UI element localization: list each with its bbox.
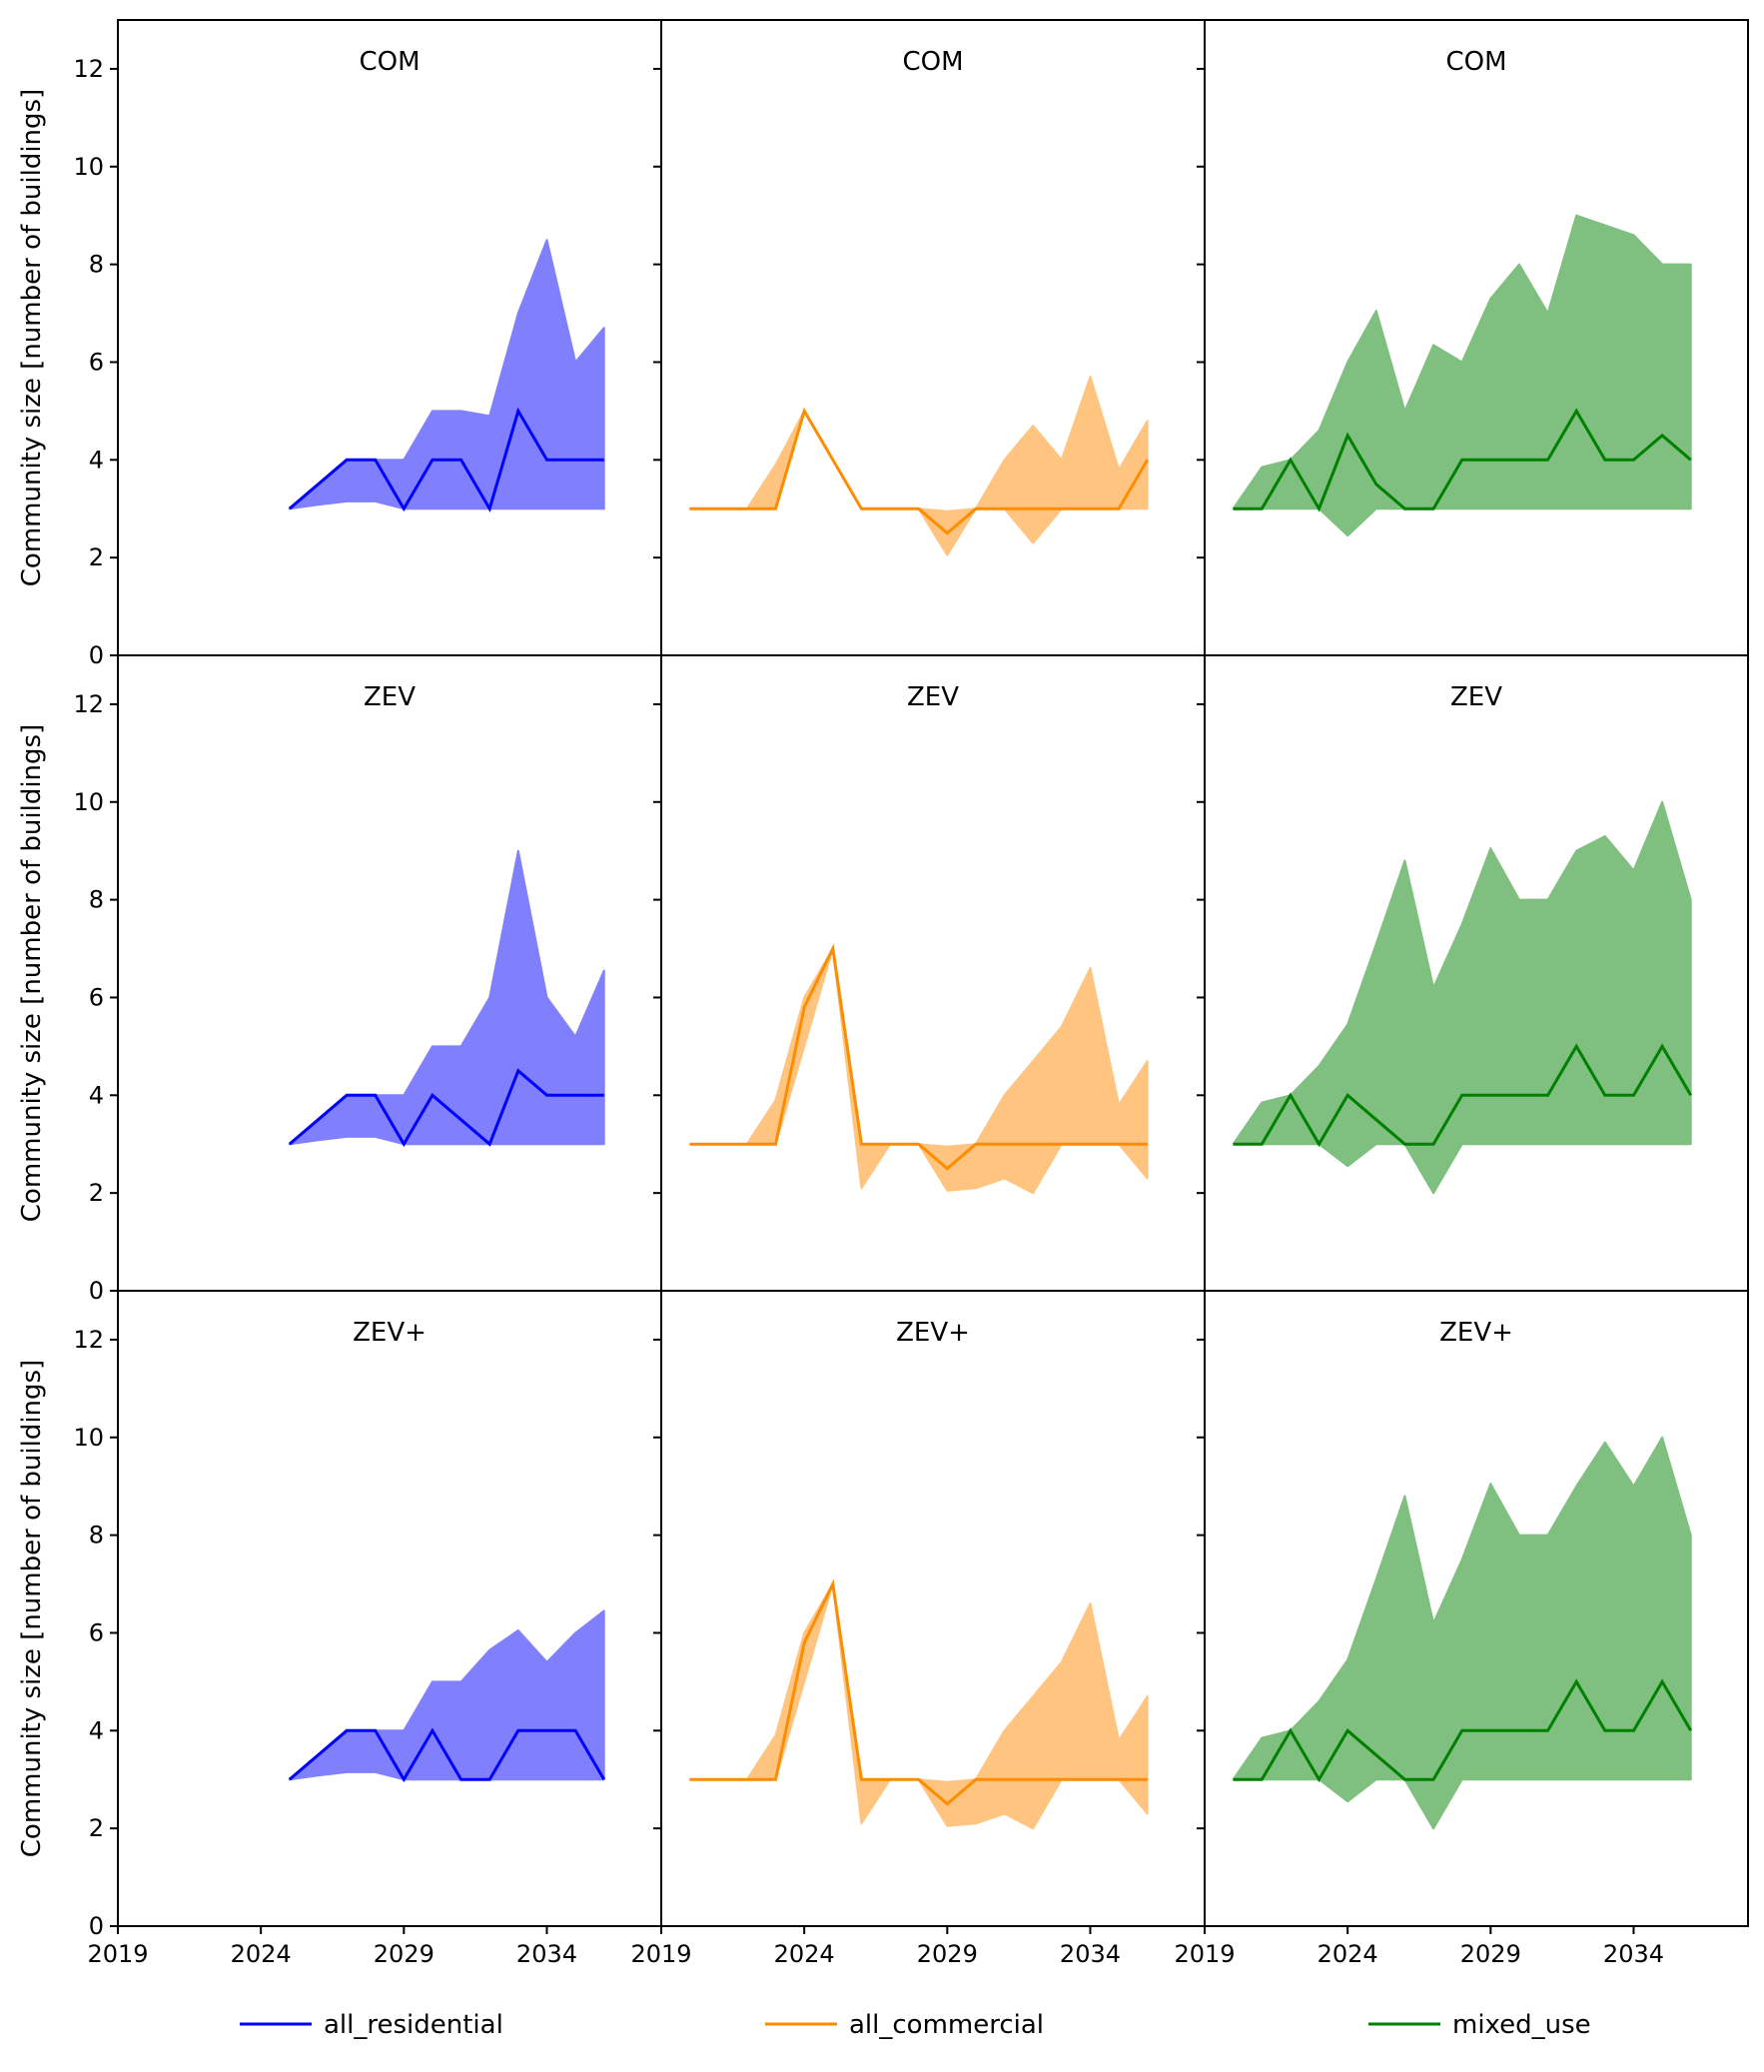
x-tick-label: 2019 bbox=[630, 1940, 691, 1968]
legend-label: all_residential bbox=[324, 2010, 503, 2040]
panel-title: COM bbox=[1445, 47, 1506, 77]
x-tick-label: 2019 bbox=[1174, 1940, 1235, 1968]
panel-title: ZEV+ bbox=[1439, 1318, 1513, 1348]
y-tick-label: 12 bbox=[73, 1326, 104, 1354]
band-area bbox=[1232, 800, 1692, 1195]
y-tick-label: 8 bbox=[89, 251, 104, 279]
axes-frame bbox=[1204, 1290, 1749, 1927]
panel-title: ZEV bbox=[907, 682, 959, 712]
y-tick-label: 0 bbox=[89, 1277, 104, 1305]
y-tick-label: 8 bbox=[89, 886, 104, 914]
panel-title: ZEV bbox=[364, 682, 416, 712]
median-line bbox=[689, 407, 1149, 535]
panel-4: ZEV 0 2 4 6 8 10 12 Community size [number of bu… bbox=[17, 654, 662, 1305]
y-tick-label: 8 bbox=[89, 1522, 104, 1550]
x-tick-label: 2024 bbox=[1318, 1940, 1378, 1968]
band-area bbox=[288, 239, 605, 511]
y-tick-label: 6 bbox=[89, 1618, 104, 1646]
panel-title: COM bbox=[359, 47, 420, 77]
y-tick-label: 0 bbox=[89, 1912, 104, 1940]
band-area bbox=[1232, 214, 1692, 537]
legend-label: all_commercial bbox=[849, 2010, 1044, 2040]
panel-6: ZEV bbox=[1197, 654, 1749, 1292]
y-tick-label: 6 bbox=[89, 983, 104, 1011]
panel-title: ZEV+ bbox=[896, 1318, 970, 1348]
legend-label: mixed_use bbox=[1452, 2010, 1591, 2040]
median-line bbox=[689, 943, 1148, 1171]
y-tick-label: 10 bbox=[73, 788, 104, 816]
median-line bbox=[689, 1578, 1148, 1806]
panel-title: COM bbox=[902, 47, 963, 77]
y-axis-label: Community size [number of buildings] bbox=[17, 89, 47, 586]
band-area bbox=[688, 376, 1149, 556]
y-tick-label: 12 bbox=[73, 690, 104, 718]
median-line bbox=[1233, 408, 1692, 513]
y-tick-label: 10 bbox=[73, 1424, 104, 1452]
axes-frame bbox=[117, 654, 662, 1292]
legend: all_residential all_commercial mixed_use bbox=[240, 2010, 1591, 2040]
legend-entry-mixed_use: mixed_use bbox=[1368, 2010, 1591, 2040]
panel-5: ZEV bbox=[653, 654, 1206, 1292]
x-tick-label: 2029 bbox=[374, 1940, 435, 1968]
y-tick-label: 2 bbox=[89, 1179, 104, 1207]
y-tick-label: 6 bbox=[89, 348, 104, 376]
band-area bbox=[288, 1609, 605, 1781]
axes-frame bbox=[117, 19, 662, 656]
panel-title: ZEV+ bbox=[353, 1318, 427, 1348]
y-tick-label: 12 bbox=[73, 55, 104, 83]
band-area bbox=[688, 947, 1149, 1195]
axes-frame bbox=[660, 1290, 1206, 1927]
y-tick-label: 4 bbox=[89, 1716, 104, 1744]
y-tick-label: 2 bbox=[89, 1814, 104, 1842]
band-area bbox=[688, 1582, 1149, 1830]
x-tick-label: 2034 bbox=[1060, 1940, 1121, 1968]
x-tick-label: 2034 bbox=[1603, 1940, 1664, 1968]
y-axis-label: Community size [number of buildings] bbox=[17, 724, 47, 1222]
band-area bbox=[288, 849, 605, 1146]
x-tick-label: 2024 bbox=[774, 1940, 835, 1968]
x-tick-label: 2029 bbox=[1460, 1940, 1521, 1968]
axes-frame bbox=[660, 654, 1206, 1292]
x-tick-label: 2029 bbox=[917, 1940, 978, 1968]
band-area bbox=[1232, 1436, 1692, 1830]
x-tick-label: 2034 bbox=[516, 1940, 577, 1968]
panel-8: ZEV+ 2019 2024 2029 2034 bbox=[630, 1290, 1206, 1968]
panel-7: ZEV+ 0 2 4 6 8 10 12 2019 2024 2029 2034 Community s… bbox=[17, 1290, 662, 1968]
x-tick-label: 2019 bbox=[87, 1940, 148, 1968]
panels: COM 0 2 4 6 8 10 12 Community size [number of bu… bbox=[17, 19, 1749, 1968]
panel-3: COM bbox=[1197, 19, 1749, 656]
panel-2: COM bbox=[653, 19, 1206, 656]
median-line bbox=[1233, 1678, 1692, 1783]
panel-9: ZEV+ 2019 2024 2029 2034 bbox=[1174, 1290, 1749, 1968]
axes-frame bbox=[660, 19, 1206, 656]
y-tick-label: 2 bbox=[89, 543, 104, 571]
y-tick-label: 0 bbox=[89, 641, 104, 669]
median-line bbox=[288, 1727, 605, 1783]
y-tick-label: 4 bbox=[89, 1081, 104, 1109]
median-line bbox=[1233, 1043, 1692, 1148]
y-tick-label: 4 bbox=[89, 446, 104, 474]
y-tick-label: 10 bbox=[73, 153, 104, 181]
median-line bbox=[288, 1068, 604, 1148]
panel-1: COM 0 2 4 6 8 10 12 Community size [number of bu… bbox=[17, 19, 662, 669]
legend-entry-all_commercial: all_commercial bbox=[765, 2010, 1044, 2040]
y-axis-label: Community size [number of buildings] bbox=[17, 1360, 47, 1857]
x-tick-label: 2024 bbox=[231, 1940, 292, 1968]
panel-title: ZEV bbox=[1450, 682, 1502, 712]
median-line bbox=[288, 407, 604, 513]
axes-frame bbox=[117, 1290, 662, 1927]
legend-entry-all_residential: all_residential bbox=[240, 2010, 503, 2040]
